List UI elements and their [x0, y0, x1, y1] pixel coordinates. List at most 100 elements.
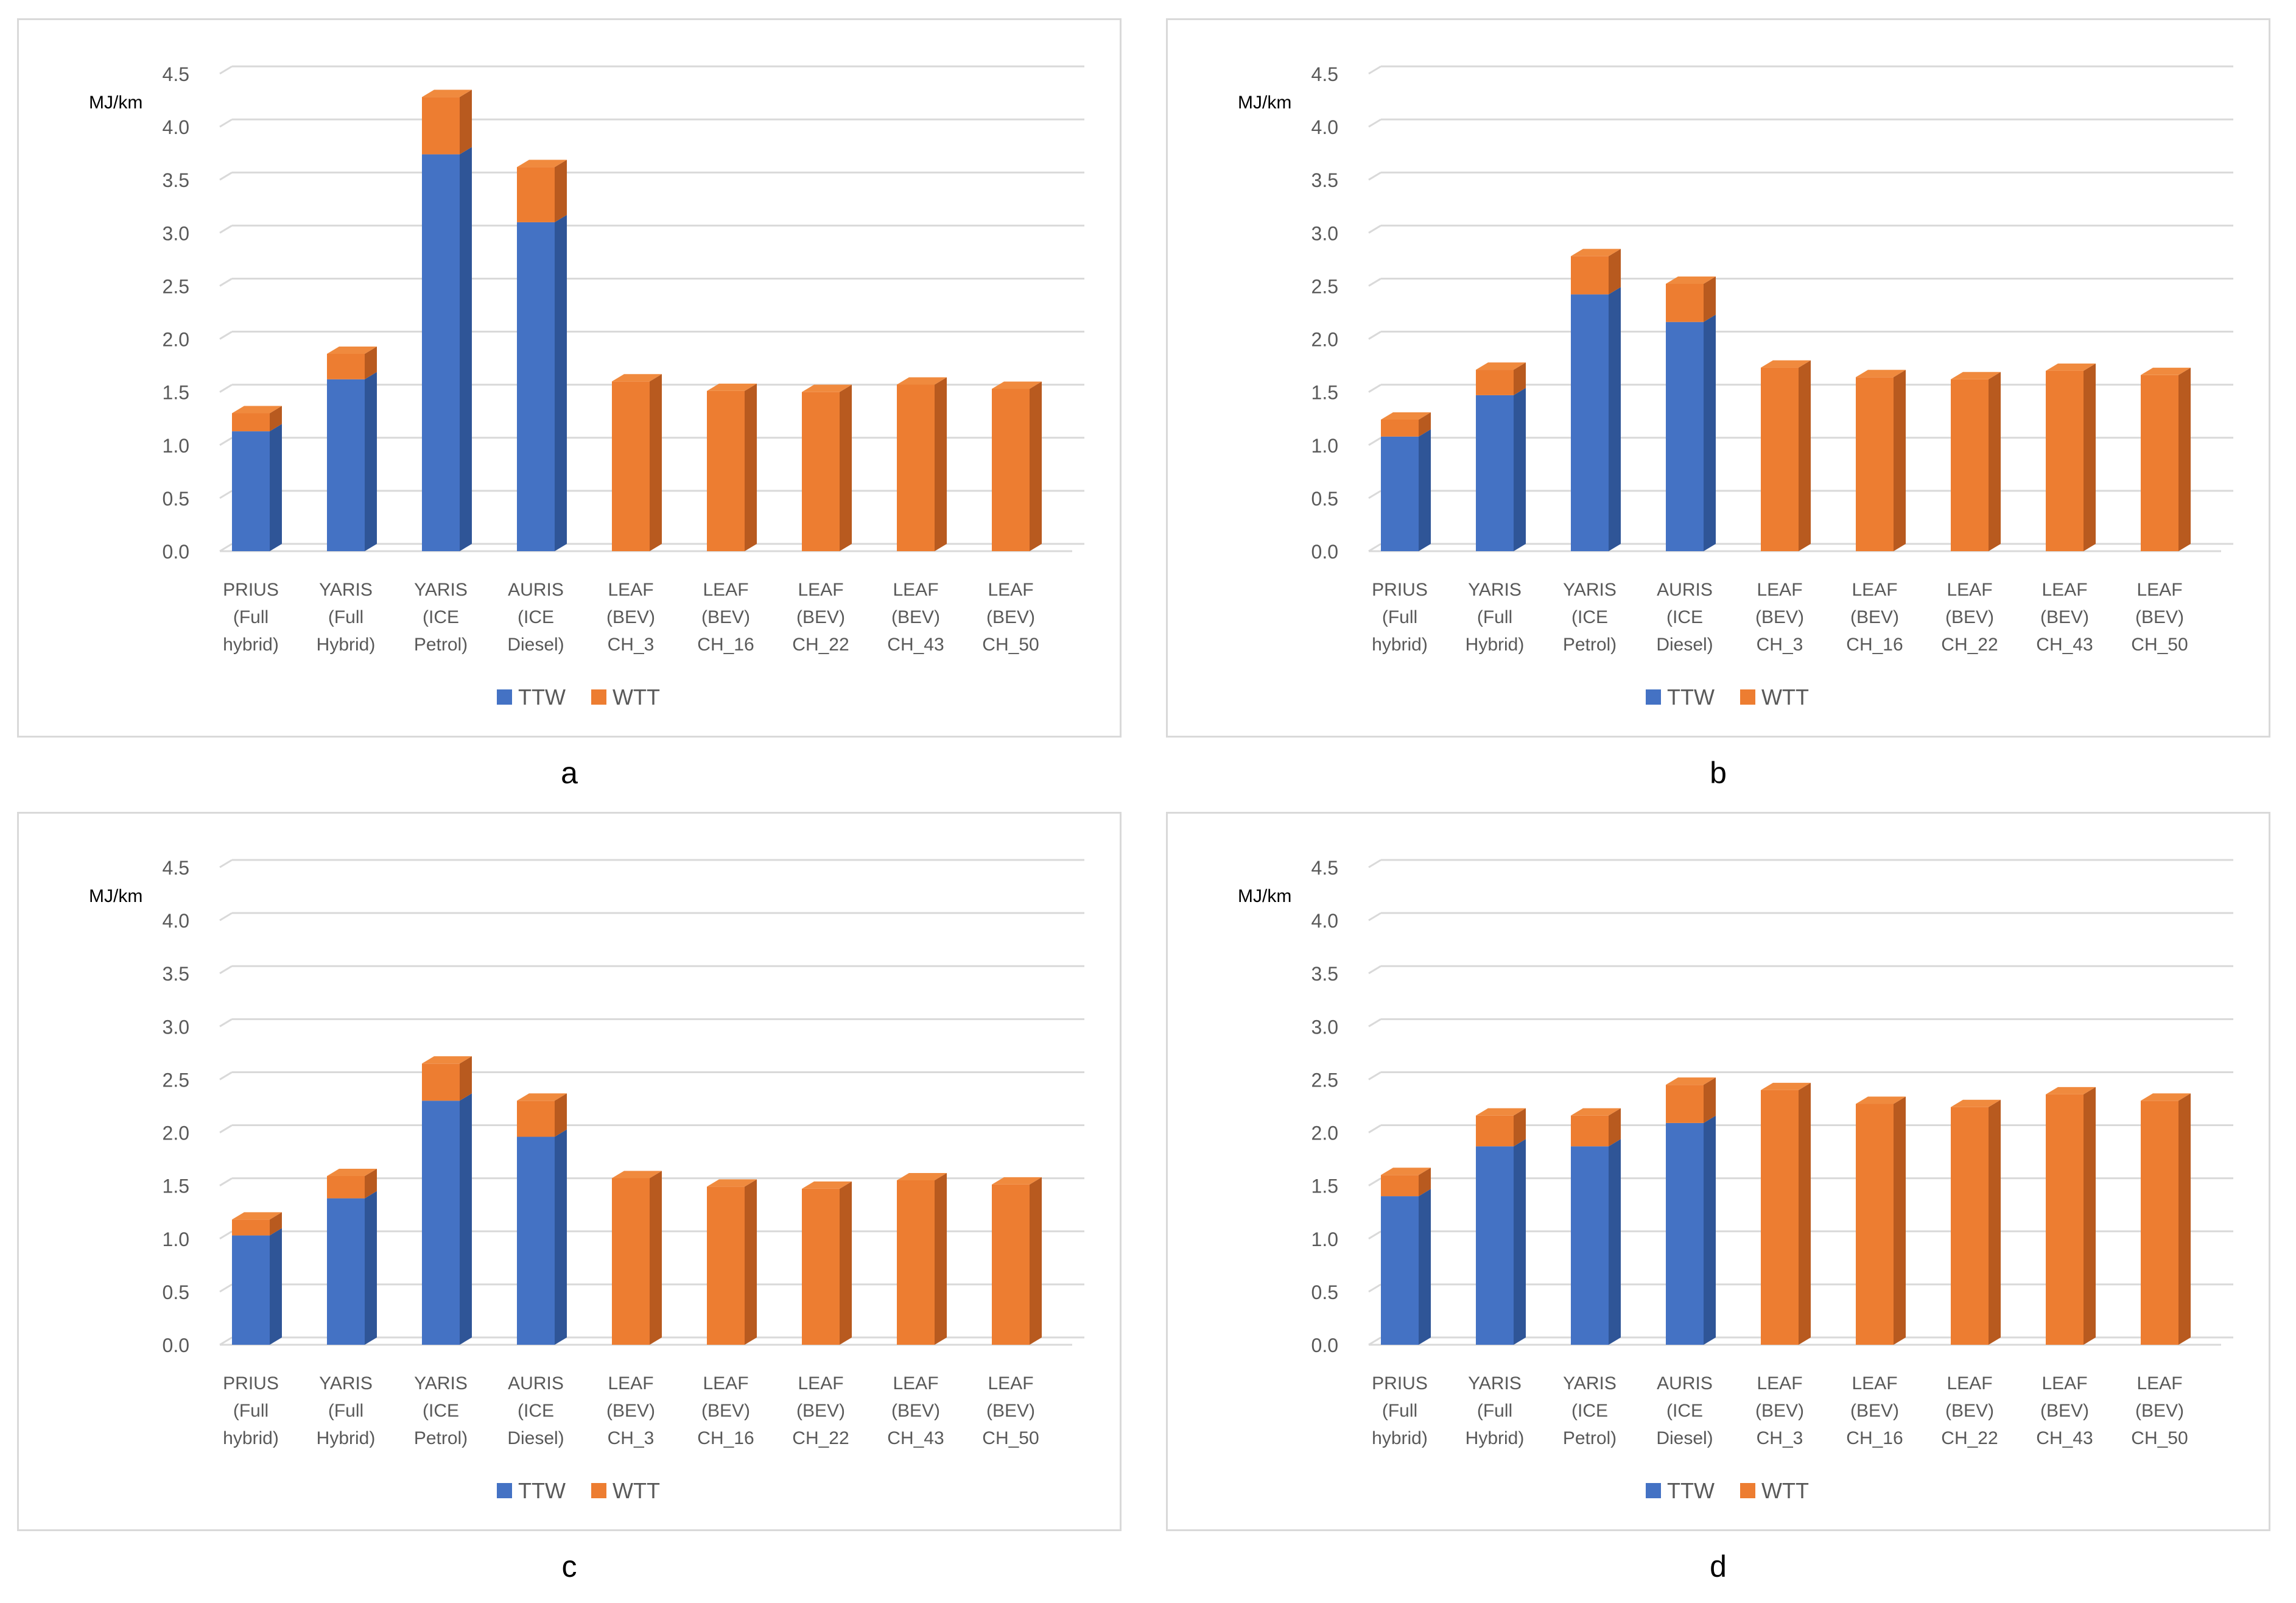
legend-label-wtt: WTT	[613, 1478, 660, 1503]
x-tick-label: CH_3	[1757, 1428, 1803, 1448]
gridline-depth	[219, 171, 233, 181]
gridline-depth	[1368, 437, 1381, 446]
bar-side-wtt	[650, 1171, 662, 1345]
x-tick-label: CH_3	[608, 1428, 655, 1448]
bar-wtt	[612, 1178, 650, 1345]
bar-wtt	[992, 1184, 1030, 1345]
y-axis-label: MJ/km	[89, 93, 142, 113]
bar-side-wtt	[2084, 363, 2096, 551]
y-tick-label: 3.5	[1311, 963, 1338, 985]
x-tick-label: AURIS	[1657, 1373, 1713, 1393]
gridline-depth	[1368, 384, 1381, 393]
bar-side-wtt	[1704, 1077, 1716, 1123]
x-tick-label: (BEV)	[606, 607, 655, 627]
bar-top-wtt	[1571, 1108, 1621, 1116]
x-tick-label: YARIS	[1468, 580, 1522, 600]
y-tick-label: 1.5	[163, 382, 189, 404]
x-tick-label: (Full	[233, 607, 269, 627]
gridline-depth	[219, 1071, 233, 1080]
x-tick-label: (ICE	[518, 1401, 554, 1421]
bar-side-ttw	[1514, 1139, 1526, 1345]
bar-wtt	[2141, 1101, 2178, 1345]
legend: TTW WTT	[1646, 1478, 1809, 1503]
x-tick-label: Hybrid)	[1466, 1428, 1525, 1448]
bar-top-wtt	[1476, 362, 1526, 370]
bar-top-wtt	[1571, 248, 1621, 256]
gridline-depth	[219, 1336, 233, 1346]
y-tick-label: 1.5	[163, 1175, 189, 1197]
gridline-depth	[219, 490, 233, 499]
bar-top-wtt	[2046, 363, 2096, 371]
bar-side-ttw	[1514, 387, 1526, 551]
bar-side-wtt	[745, 383, 757, 551]
bar-side-wtt	[1894, 1096, 1906, 1345]
x-tick-label: CH_22	[1941, 1428, 1998, 1448]
x-tick-label: LEAF	[703, 580, 748, 600]
y-tick-label: 4.0	[1311, 116, 1338, 138]
x-tick-label: LEAF	[2041, 580, 2087, 600]
y-tick-label: 3.0	[163, 222, 189, 244]
legend-swatch-wtt	[591, 689, 606, 705]
legend-swatch-wtt	[1740, 689, 1755, 705]
x-tick-label: (Full	[1477, 607, 1512, 627]
bar-side-wtt	[1030, 1177, 1042, 1345]
bar-wtt	[1666, 1085, 1704, 1123]
bar-top-wtt	[422, 1056, 472, 1064]
bar-ttw	[1666, 322, 1704, 551]
x-tick-label: LEAF	[1757, 1373, 1802, 1393]
y-tick-label: 4.5	[163, 63, 189, 85]
bar-side-ttw	[555, 1129, 567, 1345]
x-tick-label: (ICE	[518, 607, 554, 627]
bar-side-wtt	[1514, 1108, 1526, 1147]
legend: TTW WTT	[497, 1478, 660, 1503]
chart-panel-d: 0.0 0.5 1.0 1.5 2.0 2.5 3.0 3.5 4.0 4.5 MJ/km PRIUS…	[1166, 812, 2270, 1531]
chart-panel-a: 0.0 0.5 1.0 1.5 2.0 2.5 3.0 3.5 4.0 4.5 MJ/km PRIUS…	[17, 18, 1122, 738]
x-tick-label: LEAF	[988, 1373, 1033, 1393]
bar-ttw	[327, 1198, 365, 1345]
x-tick-label: CH_50	[2131, 1428, 2188, 1448]
legend-label-wtt: WTT	[613, 685, 660, 710]
gridline-depth	[1368, 859, 1381, 868]
y-tick-label: 3.0	[1311, 222, 1338, 244]
x-tick-label: (Full	[1477, 1401, 1512, 1421]
x-tick-label: CH_22	[792, 1428, 849, 1448]
chart-a-svg: 0.0 0.5 1.0 1.5 2.0 2.5 3.0 3.5 4.0 4.5 MJ/km PRIUS…	[89, 63, 1084, 710]
x-tick-label: (BEV)	[1945, 1401, 1994, 1421]
bar-side-wtt	[1030, 381, 1042, 551]
x-tick-label: (BEV)	[1755, 1401, 1804, 1421]
x-tick-label: CH_22	[1941, 635, 1998, 655]
x-tick-label: LEAF	[893, 580, 938, 600]
bar-ttw	[1381, 1196, 1419, 1345]
bar-ttw	[327, 379, 365, 551]
x-tick-label: Petrol)	[1563, 635, 1617, 655]
x-tick-label: (Full	[328, 1401, 363, 1421]
x-tick-label: (BEV)	[986, 607, 1035, 627]
bar-side-wtt	[840, 384, 852, 551]
gridline-depth	[1368, 543, 1381, 552]
x-tick-label: CH_3	[1757, 635, 1803, 655]
gridline-depth	[1368, 65, 1381, 75]
x-tick-label: (Full	[233, 1401, 269, 1421]
bar-top-wtt	[2141, 367, 2191, 375]
bar-side-wtt	[1419, 412, 1431, 437]
y-tick-label: 2.5	[1311, 1069, 1338, 1091]
x-tick-label: (BEV)	[701, 1401, 750, 1421]
bar-top-wtt	[1666, 276, 1716, 284]
bar-side-wtt	[2178, 367, 2191, 551]
bar-side-ttw	[1704, 314, 1716, 551]
gridline-depth	[219, 331, 233, 340]
x-tick-label: (ICE	[1666, 1401, 1703, 1421]
bar-wtt	[1951, 379, 1989, 551]
bar-wtt	[232, 413, 270, 432]
legend-label-wtt: WTT	[1761, 1478, 1809, 1503]
bar-ttw	[422, 1101, 460, 1345]
bar-ttw	[517, 222, 555, 551]
bar-side-wtt	[745, 1179, 757, 1345]
chart-b-svg: 0.0 0.5 1.0 1.5 2.0 2.5 3.0 3.5 4.0 4.5 MJ/km PRIUS…	[1238, 63, 2233, 710]
bar-top-wtt	[897, 1172, 947, 1180]
legend-label-wtt: WTT	[1761, 685, 1809, 710]
gridline-depth	[219, 225, 233, 234]
legend-label-ttw: TTW	[1667, 1478, 1715, 1503]
y-tick-label: 2.5	[163, 1069, 189, 1091]
bar-wtt	[1381, 1175, 1419, 1197]
